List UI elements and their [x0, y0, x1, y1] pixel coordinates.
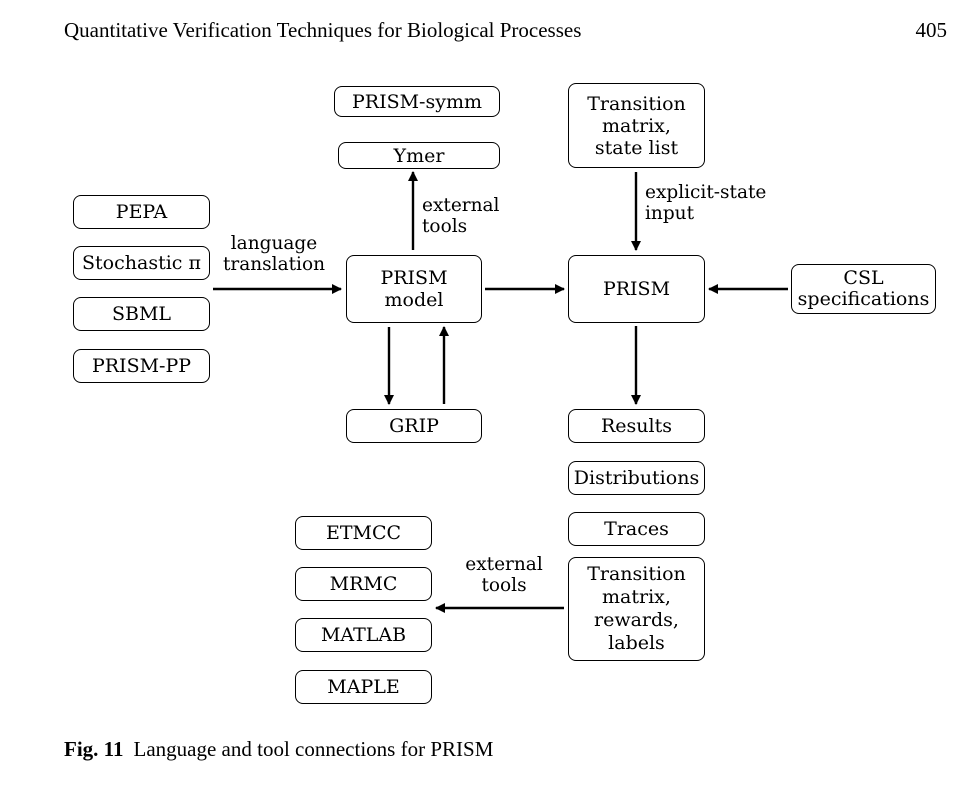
results-box: Results	[568, 409, 705, 443]
page-number: 405	[915, 18, 948, 42]
csl-specifications-box: CSL specifications	[791, 264, 936, 314]
external-tools-bottom-label: external tools	[465, 554, 543, 596]
transition-matrix-state-list-box: Transition matrix, state list	[568, 83, 705, 168]
maple-box: MAPLE	[295, 670, 432, 704]
prism-symm-box: PRISM-symm	[334, 86, 500, 117]
prism-pp-box: PRISM-PP	[73, 349, 210, 383]
distributions-box: Distributions	[568, 461, 705, 495]
matlab-box: MATLAB	[295, 618, 432, 652]
explicit-state-input-label: explicit-state input	[645, 182, 767, 224]
figure-number: Fig. 11	[64, 737, 124, 761]
pepa-box: PEPA	[73, 195, 210, 229]
traces-box: Traces	[568, 512, 705, 546]
prism-model-box: PRISM model	[346, 255, 482, 323]
language-translation-label: language translation	[222, 233, 326, 275]
external-tools-top-label: external tools	[422, 195, 500, 237]
grip-box: GRIP	[346, 409, 482, 443]
ymer-box: Ymer	[338, 142, 500, 169]
mrmc-box: MRMC	[295, 567, 432, 601]
stochastic-pi-box: Stochastic π	[73, 246, 210, 280]
transition-matrix-rewards-labels-box: Transition matrix, rewards, labels	[568, 557, 705, 661]
figure-caption-text: Language and tool connections for PRISM	[133, 737, 494, 761]
figure-caption: Fig. 11 Language and tool connections for…	[64, 737, 493, 762]
prism-box: PRISM	[568, 255, 705, 323]
sbml-box: SBML	[73, 297, 210, 331]
running-title: Quantitative Verification Techniques for…	[64, 18, 582, 42]
etmcc-box: ETMCC	[295, 516, 432, 550]
